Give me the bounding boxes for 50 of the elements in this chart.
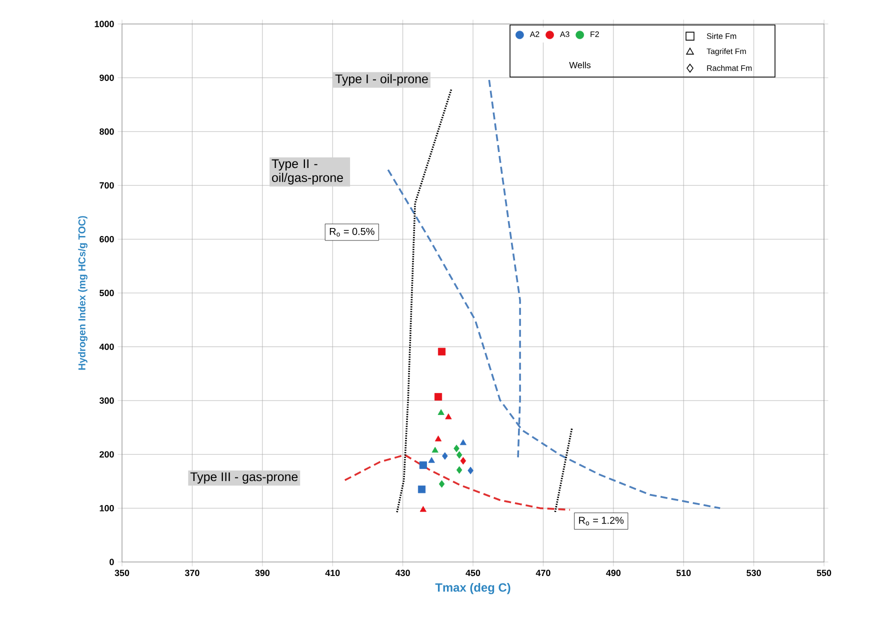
y-tick-label: 0 <box>110 558 114 566</box>
y-tick-label: 500 <box>100 290 114 296</box>
point <box>454 444 460 452</box>
x-tick-label: 390 <box>255 570 270 576</box>
point <box>428 457 435 463</box>
line-series <box>344 454 571 511</box>
point <box>438 409 444 415</box>
y-tick-label: 1000 <box>94 20 114 28</box>
y-tick-label: 900 <box>100 74 114 81</box>
x-tick-label: 510 <box>676 570 691 576</box>
y-tick-label: 700 <box>100 182 114 189</box>
point <box>418 486 426 494</box>
point <box>460 439 466 446</box>
x-tick-label: 410 <box>325 570 340 576</box>
x-tick-label: 530 <box>746 570 761 576</box>
x-tick-label: 550 <box>816 570 832 576</box>
point <box>445 413 452 420</box>
point <box>434 393 442 401</box>
point <box>468 466 474 474</box>
annotation: Type III - gas-prone <box>190 472 298 484</box>
annotation: R$_{o}$ = 0.5% <box>330 228 374 236</box>
y-tick-label: 800 <box>100 128 114 135</box>
y-tick-label: 600 <box>100 236 114 242</box>
point <box>456 466 462 474</box>
y-tick-label: 400 <box>99 344 114 350</box>
point <box>460 457 466 465</box>
x-tick-label: 370 <box>184 570 200 576</box>
legend-title: Wells <box>569 62 591 68</box>
point <box>434 436 442 442</box>
x-tick-label: 430 <box>395 570 410 576</box>
x-tick-label: 450 <box>466 570 480 576</box>
point <box>432 446 438 453</box>
y-tick-label: 100 <box>100 505 114 512</box>
y-tick-label: 200 <box>100 451 114 458</box>
y-tick-label: 300 <box>99 397 114 404</box>
point <box>456 451 462 459</box>
annotation: Type I - oil-prone <box>335 74 428 86</box>
y-axis-title: Hydrogen Index (mg HCs/g TOC) <box>78 216 88 370</box>
annotation: R$_{o}$ = 1.2% <box>579 516 624 526</box>
x-tick-label: 350 <box>114 570 130 576</box>
point <box>438 480 445 488</box>
point <box>438 348 446 356</box>
x-tick-label: 490 <box>606 570 621 576</box>
annotation: Type II - oil/gas-prone <box>272 159 343 184</box>
x-axis-title: Tmax (deg C) <box>435 582 510 594</box>
point <box>419 461 427 469</box>
line-series <box>396 88 452 514</box>
point <box>420 506 426 512</box>
x-tick-label: 470 <box>536 570 550 576</box>
point <box>442 452 448 460</box>
